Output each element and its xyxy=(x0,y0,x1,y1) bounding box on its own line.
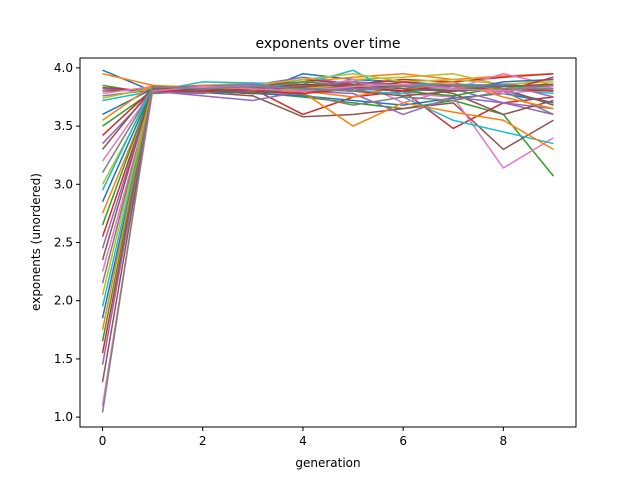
chart-title: exponents over time xyxy=(256,36,401,52)
x-axis: 0 2 4 6 8 xyxy=(99,427,507,448)
y-tick-label: 4.0 xyxy=(54,61,73,75)
y-tick-label: 1.5 xyxy=(54,352,73,366)
x-tick-label: 0 xyxy=(99,434,107,448)
y-tick-label: 2.0 xyxy=(54,294,73,308)
series-layer xyxy=(101,69,555,413)
x-tick-label: 6 xyxy=(399,434,407,448)
y-tick-label: 3.0 xyxy=(54,177,73,191)
y-tick-label: 2.5 xyxy=(54,236,73,250)
x-tick-label: 4 xyxy=(299,434,307,448)
x-tick-label: 2 xyxy=(199,434,207,448)
y-tick-label: 1.0 xyxy=(54,410,73,424)
y-axis: 1.0 1.5 2.0 2.5 3.0 3.5 4.0 xyxy=(54,61,80,424)
y-tick-label: 3.5 xyxy=(54,119,73,133)
x-tick-label: 8 xyxy=(500,434,508,448)
series-line-37 xyxy=(101,83,554,413)
y-axis-label: exponents (unordered) xyxy=(29,173,43,311)
x-axis-label: generation xyxy=(295,456,360,470)
series-line-14 xyxy=(102,90,554,145)
series-line-36 xyxy=(101,83,554,406)
